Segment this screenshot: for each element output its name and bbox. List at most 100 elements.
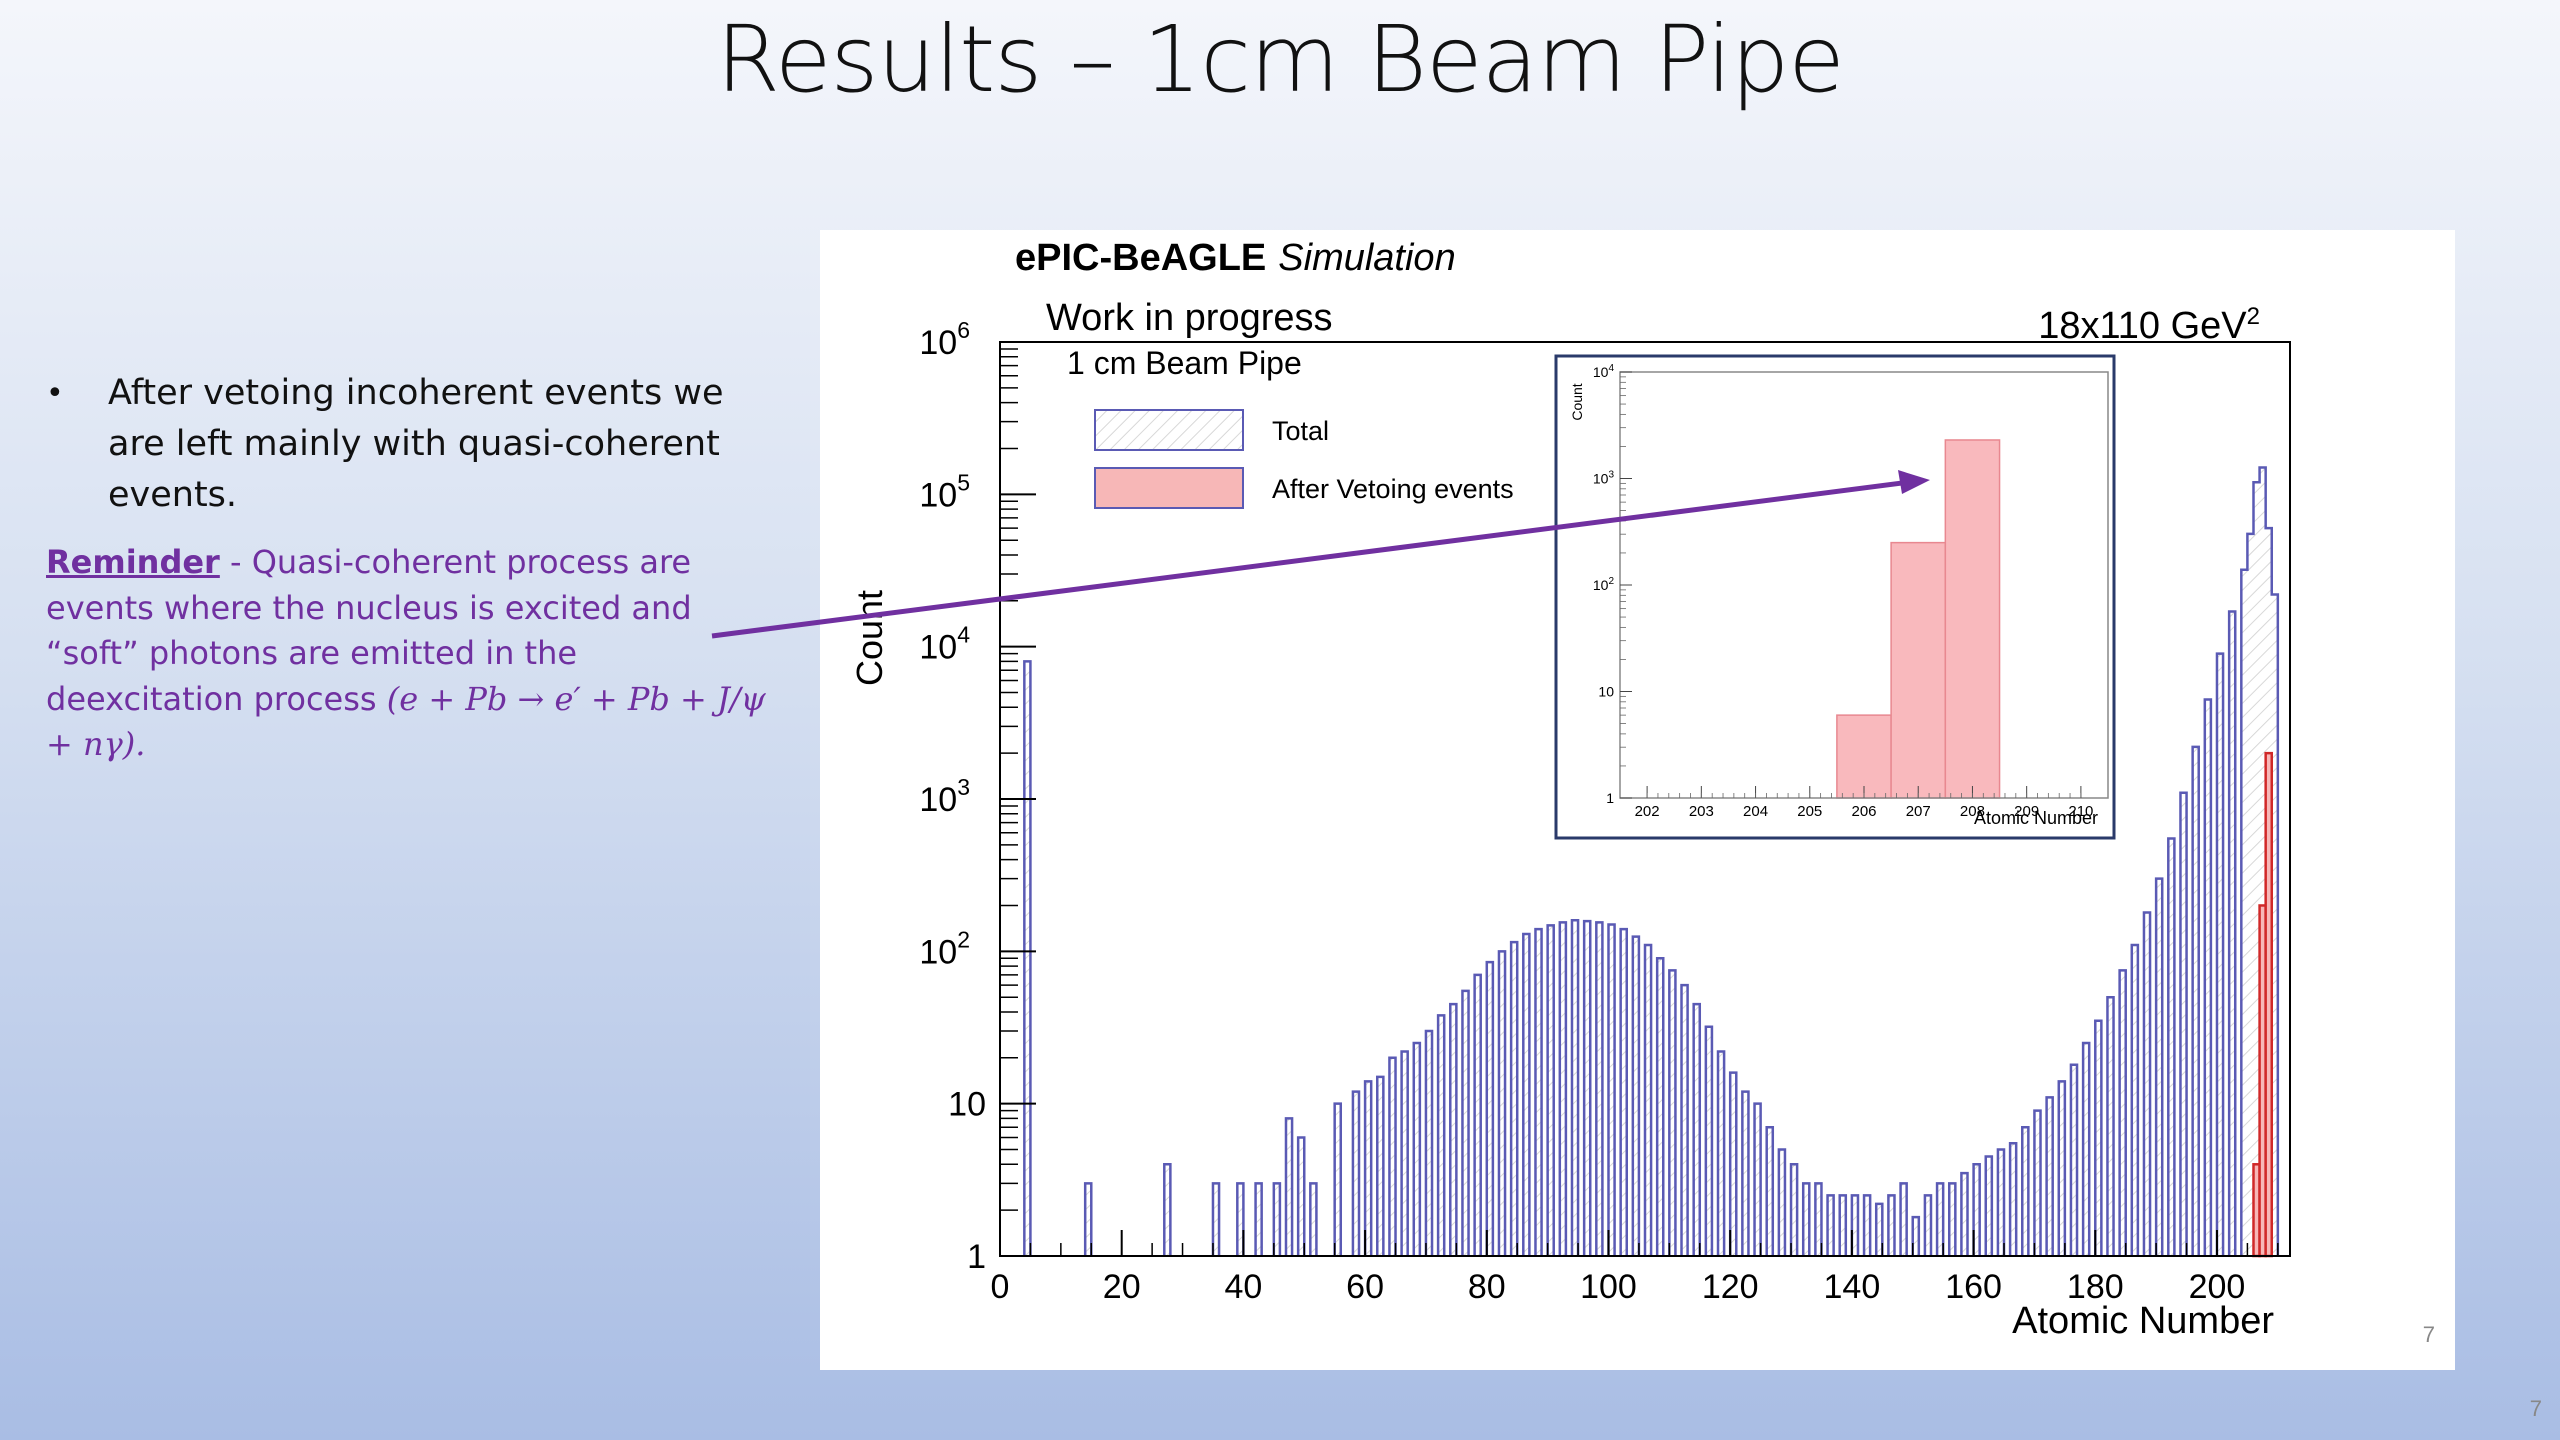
y-tick-label: 10	[948, 1086, 986, 1124]
inset-x-tick-label: 209	[2014, 803, 2039, 820]
plot-title: ePIC-BeAGLE Simulation	[1015, 237, 1456, 279]
total-bar	[2217, 654, 2223, 1256]
y-tick-label: 1	[967, 1238, 986, 1276]
total-bar	[1572, 920, 1578, 1256]
x-tick-label: 180	[2067, 1268, 2124, 1306]
total-bar	[1389, 1058, 1395, 1256]
energy-label-exponent: 2	[2247, 303, 2260, 330]
slide-title: Results – 1cm Beam Pipe	[716, 6, 1845, 113]
total-bar	[1164, 1164, 1170, 1256]
total-bar	[2022, 1127, 2028, 1256]
total-bar	[1584, 921, 1590, 1256]
total-bar	[1608, 925, 1614, 1256]
total-bar	[1718, 1052, 1724, 1256]
total-bar	[2083, 1043, 2089, 1256]
total-bar	[2071, 1065, 2077, 1256]
total-bar	[1414, 1043, 1420, 1256]
inset-x-tick-label: 208	[1960, 803, 1985, 820]
total-bar	[1815, 1183, 1821, 1256]
reminder-note: Reminder - Quasi-coherent process are ev…	[46, 540, 766, 768]
total-bar	[1213, 1183, 1219, 1256]
y-tick-label: 106	[919, 317, 970, 362]
total-bar	[1438, 1015, 1444, 1256]
total-bar	[1901, 1183, 1907, 1256]
total-bar	[1499, 951, 1505, 1256]
total-bar	[2034, 1111, 2040, 1256]
reminder-label: Reminder	[46, 543, 220, 581]
inset-x-tick-label: 210	[2068, 803, 2093, 820]
inset-frame	[1554, 354, 2116, 840]
total-bar	[2144, 912, 2150, 1256]
x-tick-label: 20	[1103, 1268, 1141, 1306]
total-bar	[1560, 922, 1566, 1256]
total-bar	[1657, 958, 1663, 1256]
total-bar	[1779, 1150, 1785, 1256]
total-bar	[1085, 1183, 1091, 1256]
total-bar	[1767, 1127, 1773, 1256]
y-tick-label: 103	[919, 774, 970, 819]
total-bar	[1876, 1204, 1882, 1256]
inset-y-tick-label: 1	[1606, 790, 1614, 806]
bullet-text: After vetoing incoherent events we are l…	[108, 373, 724, 515]
total-bar	[2132, 945, 2138, 1256]
total-bar	[1511, 942, 1517, 1256]
x-tick-label: 100	[1580, 1268, 1637, 1306]
energy-label-text: 18x110 GeV	[2038, 305, 2247, 347]
total-bar	[2247, 534, 2253, 1256]
total-bar	[1961, 1173, 1967, 1256]
x-tick-label: 140	[1824, 1268, 1881, 1306]
total-bar	[2107, 997, 2113, 1256]
legend-header: 1 cm Beam Pipe	[1067, 345, 1302, 381]
x-tick-label: 0	[991, 1268, 1010, 1306]
bullet-dot-icon: •	[46, 376, 64, 411]
total-bar	[1730, 1073, 1736, 1256]
plot-title-bold: ePIC-BeAGLE	[1015, 237, 1266, 279]
total-bar	[1523, 934, 1529, 1256]
inset-x-tick-label: 207	[1906, 803, 1931, 820]
total-bar	[1694, 1004, 1700, 1256]
total-bar	[1913, 1217, 1919, 1256]
total-bar	[1596, 922, 1602, 1256]
inset-plot: 202 203 204 205 206 207 208 209 210110102103104 …	[1554, 354, 2116, 840]
total-bar	[1949, 1183, 1955, 1256]
y-tick-label: 104	[919, 622, 970, 667]
total-bar	[1669, 970, 1675, 1256]
total-bar	[2059, 1081, 2065, 1256]
total-bar	[1274, 1183, 1280, 1256]
total-bar	[1803, 1183, 1809, 1256]
total-bar	[1706, 1027, 1712, 1256]
total-bar	[1755, 1104, 1761, 1256]
total-bar	[1426, 1031, 1432, 1256]
x-tick-label: 200	[2189, 1268, 2246, 1306]
legend-label-total: Total	[1272, 416, 1329, 446]
x-tick-label: 120	[1702, 1268, 1759, 1306]
total-bar	[1998, 1150, 2004, 1256]
total-bar	[1937, 1183, 1943, 1256]
total-bar	[1298, 1137, 1304, 1256]
total-bar	[1462, 991, 1468, 1256]
total-bar	[2180, 793, 2186, 1256]
inset-bar	[1890, 541, 1947, 799]
slide-page-number: 7	[2529, 1396, 2542, 1421]
x-axis-label: Atomic Number	[2012, 1300, 2274, 1342]
total-bar	[1377, 1077, 1383, 1256]
total-bar	[2095, 1021, 2101, 1256]
total-bar	[1888, 1195, 1894, 1256]
total-bar	[1791, 1164, 1797, 1256]
veto-bar	[2264, 751, 2273, 1258]
inset-x-tick-label: 205	[1797, 803, 1822, 820]
total-bar	[1682, 985, 1688, 1256]
legend: 1 cm Beam Pipe Total After Vetoing event…	[1067, 345, 1514, 509]
legend-swatch-total	[1094, 409, 1244, 451]
total-bar	[1365, 1081, 1371, 1256]
total-bar	[1742, 1092, 1748, 1256]
inset-y-tick-label: 10	[1598, 684, 1614, 700]
x-tick-label: 80	[1468, 1268, 1506, 1306]
legend-label-veto: After Vetoing events	[1272, 474, 1514, 504]
total-bar	[2229, 612, 2235, 1256]
total-bar	[2047, 1097, 2053, 1256]
total-bar	[2241, 570, 2247, 1256]
inset-x-tick-label: 203	[1689, 803, 1714, 820]
total-bar	[1286, 1118, 1292, 1256]
legend-swatch-veto	[1094, 467, 1244, 509]
